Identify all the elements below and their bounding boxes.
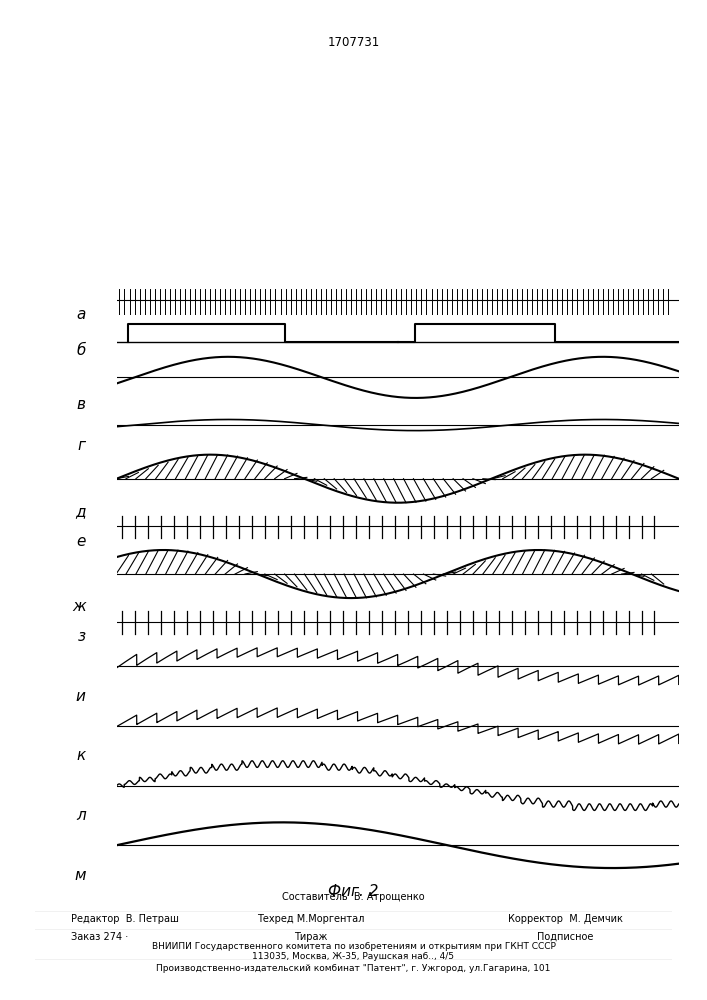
Text: Техред М.Моргентал: Техред М.Моргентал bbox=[257, 914, 365, 924]
Text: Заказ 274 ·: Заказ 274 · bbox=[71, 932, 128, 942]
Text: Редактор  В. Петраш: Редактор В. Петраш bbox=[71, 914, 179, 924]
Text: Составитель  В. Атрощенко: Составитель В. Атрощенко bbox=[282, 892, 425, 902]
Text: а: а bbox=[76, 307, 86, 322]
Text: в: в bbox=[77, 397, 86, 412]
Text: з: з bbox=[78, 629, 86, 644]
Text: л: л bbox=[76, 808, 86, 823]
Text: ВНИИПИ Государственного комитета по изобретениям и открытиям при ГКНТ СССР: ВНИИПИ Государственного комитета по изоб… bbox=[151, 942, 556, 951]
Text: и: и bbox=[76, 689, 86, 704]
Text: Тираж: Тираж bbox=[294, 932, 328, 942]
Text: м: м bbox=[74, 867, 86, 882]
Text: 113035, Москва, Ж-35, Раушская наб.., 4/5: 113035, Москва, Ж-35, Раушская наб.., 4/… bbox=[252, 952, 455, 961]
Text: е: е bbox=[76, 534, 86, 549]
Text: Фиг. 2: Фиг. 2 bbox=[328, 884, 379, 900]
Text: б: б bbox=[76, 343, 86, 358]
Text: д: д bbox=[75, 504, 86, 519]
Text: Производственно-издательский комбинат "Патент", г. Ужгород, ул.Гагарина, 101: Производственно-издательский комбинат "П… bbox=[156, 964, 551, 973]
Text: Корректор  М. Демчик: Корректор М. Демчик bbox=[508, 914, 623, 924]
Text: г: г bbox=[78, 438, 86, 453]
Text: 1707731: 1707731 bbox=[327, 35, 380, 48]
Text: Подписное: Подписное bbox=[537, 932, 594, 942]
Text: к: к bbox=[76, 748, 86, 763]
Text: ж: ж bbox=[72, 599, 86, 614]
